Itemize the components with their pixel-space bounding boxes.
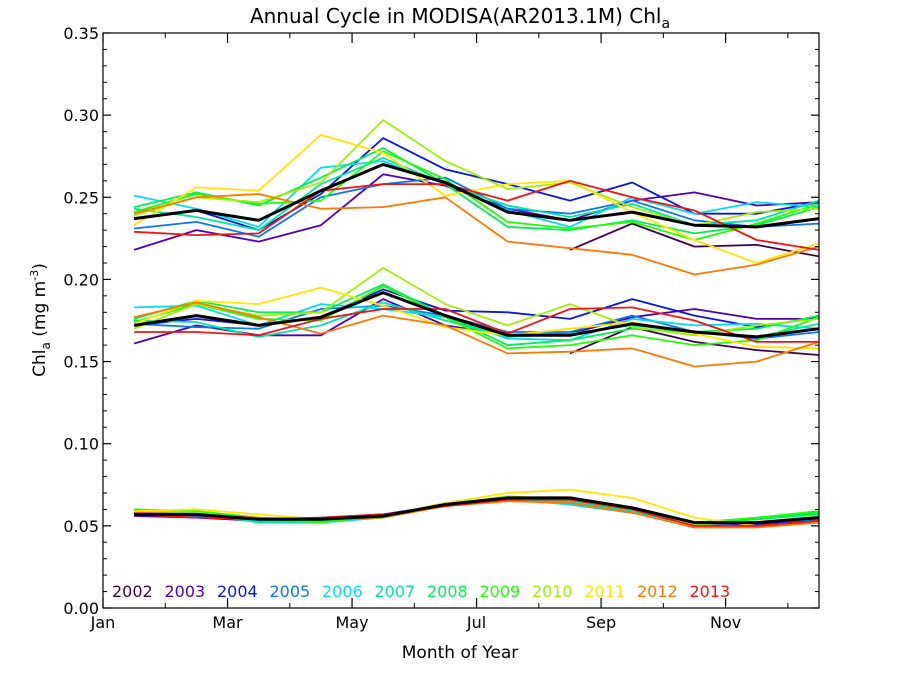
series-2004-upper-line <box>133 137 820 231</box>
series-2003-upper-line <box>133 173 820 251</box>
legend-item-2011: 2011 <box>585 582 626 601</box>
legend-item-2013: 2013 <box>690 582 731 601</box>
y-axis-title: Chla (mg m-3) <box>28 263 53 377</box>
x-tick-label: May <box>336 613 369 632</box>
legend-item-2006: 2006 <box>322 582 363 601</box>
y-tick-label: 0.00 <box>63 599 99 618</box>
x-tick-label: Jan <box>90 613 116 632</box>
chart-title: Annual Cycle in MODISA(AR2013.1M) Chla <box>250 4 670 32</box>
x-tick-label: Sep <box>586 613 616 632</box>
series-2013-upper-line <box>134 180 820 251</box>
legend: 2002 2003 2004 2005 2006 2007 2008 2009 2010 2011… <box>112 582 730 601</box>
y-tick-label: 0.35 <box>63 24 99 43</box>
series-2013-middle-line <box>134 306 819 343</box>
x-tick-label: Mar <box>212 613 243 632</box>
axes: 0.00 0.05 0.10 0.15 0.20 0.25 0.30 0.35 Jan Mar Ma… <box>63 24 820 632</box>
legend-item-2012: 2012 <box>637 582 678 601</box>
series-2005-upper-line <box>134 176 820 238</box>
y-tick-label: 0.30 <box>63 106 99 125</box>
series-2011-upper-line <box>133 134 820 264</box>
legend-item-2004: 2004 <box>217 582 258 601</box>
y-tick-label: 0.15 <box>63 353 99 372</box>
legend-item-2009: 2009 <box>480 582 521 601</box>
y-tick-label: 0.10 <box>63 435 99 454</box>
y-tick-label: 0.20 <box>63 270 99 289</box>
legend-item-2008: 2008 <box>427 582 468 601</box>
legend-item-2002: 2002 <box>112 582 153 601</box>
series-2002-upper-line <box>569 222 820 258</box>
mean-lower-line <box>134 496 820 525</box>
legend-item-2007: 2007 <box>375 582 416 601</box>
plot-frame <box>102 32 820 609</box>
y-tick-label: 0.25 <box>63 188 99 207</box>
legend-item-2010: 2010 <box>532 582 573 601</box>
x-tick-label: Nov <box>710 613 741 632</box>
series-2008-upper-line <box>133 147 820 235</box>
y-tick-label: 0.05 <box>63 517 99 536</box>
series-2011-middle-line <box>133 286 820 350</box>
x-tick-label: Jul <box>466 613 486 632</box>
series-2009-middle-line <box>133 285 820 350</box>
plot-lines <box>133 119 820 529</box>
series-2002-middle-line <box>569 326 820 356</box>
legend-item-2003: 2003 <box>165 582 206 601</box>
series-2012-upper-line <box>133 193 820 276</box>
mean-upper-line <box>133 162 820 229</box>
series-2012-middle-line <box>133 301 820 368</box>
chart-title-subscript: a <box>661 16 670 32</box>
series-2010-upper-line <box>133 119 820 227</box>
legend-item-2005: 2005 <box>270 582 311 601</box>
series-2011-lower-line <box>134 488 820 527</box>
x-axis-title: Month of Year <box>402 643 518 663</box>
mean-middle-line <box>133 291 820 339</box>
